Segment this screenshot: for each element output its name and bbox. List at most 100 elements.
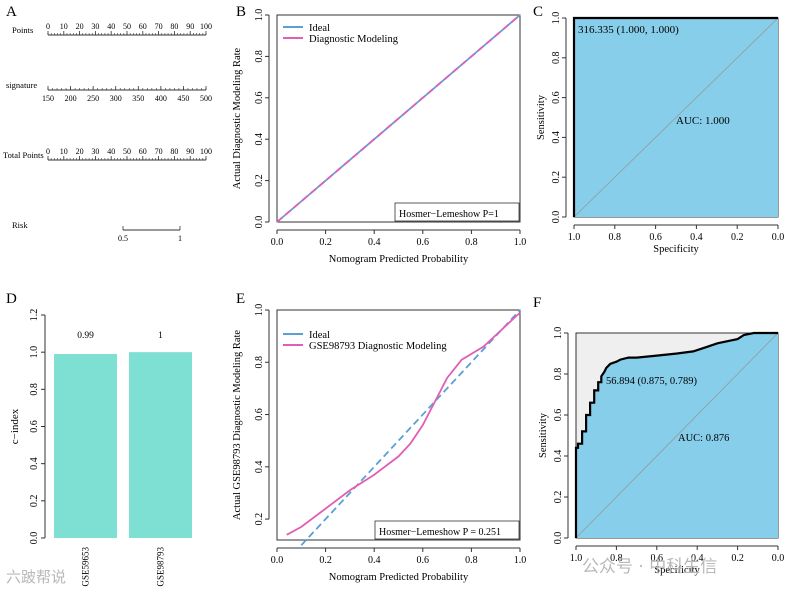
y-tick-label: 0.2	[254, 513, 265, 526]
x-tick-label: 0.8	[465, 237, 478, 248]
y-tick-label: 0.0	[551, 211, 562, 224]
y-tick-label: 0.6	[553, 409, 564, 422]
nomogram-tick-label: 70	[155, 22, 163, 31]
nomogram-tick-label: 200	[65, 94, 77, 103]
y-tick-label: 0.8	[551, 52, 562, 65]
x-tick-label: 0.0	[271, 555, 284, 566]
y-tick-label: 0.6	[551, 91, 562, 104]
y-tick-label: 1.0	[254, 304, 265, 317]
panel-letter-f: F	[533, 295, 541, 311]
nomogram-tick-label: 30	[91, 22, 99, 31]
roc-threshold-label: 56.894 (0.875, 0.789)	[606, 376, 697, 387]
nomogram-tick-label: 250	[87, 94, 99, 103]
panel-letter-b: B	[236, 4, 246, 20]
nomogram-tick-label: 300	[110, 94, 122, 103]
panel-letter-c: C	[533, 4, 543, 20]
x-tick-label: 0.6	[417, 237, 430, 248]
y-axis-title: Actual Diagnostic Modeling Rate	[232, 47, 243, 189]
nomogram-tick-label: 20	[76, 22, 84, 31]
nomogram-tick-label: 60	[139, 22, 147, 31]
nomogram-tick-label: 350	[132, 94, 144, 103]
bar-gse59653	[54, 354, 117, 538]
x-tick-label: 0.6	[649, 232, 662, 243]
y-tick-label: 0.6	[29, 420, 40, 433]
legend-label: GSE98793 Diagnostic Modeling	[309, 341, 447, 352]
x-tick-label: 0.6	[417, 555, 430, 566]
nomogram-tick-label: 80	[170, 22, 178, 31]
series-line-diagnostic-modeling	[276, 14, 521, 223]
x-tick-label: 0.0	[271, 237, 284, 248]
y-tick-label: 1.0	[553, 327, 564, 340]
y-tick-label: 0.2	[254, 174, 265, 187]
nomogram-row-label: Points	[12, 25, 33, 35]
nomogram-row-label: Risk	[12, 220, 28, 230]
x-tick-label: 1.0	[514, 555, 527, 566]
panel-letter-d: D	[6, 291, 17, 307]
y-tick-label: 0.0	[29, 532, 40, 545]
nomogram-tick-label: 100	[200, 22, 212, 31]
x-tick-label: 0.8	[465, 555, 478, 566]
nomogram-tick-label: 0	[46, 147, 50, 156]
x-tick-label: 0.8	[610, 553, 623, 564]
y-tick-label: 0.2	[29, 495, 40, 508]
nomogram-tick-label: 1	[178, 234, 182, 243]
x-tick-label: 0.4	[368, 555, 381, 566]
series-line-ideal	[300, 309, 521, 546]
plot-frame	[276, 309, 521, 541]
x-tick-label: 0.4	[368, 237, 381, 248]
legend-label: Diagnostic Modeling	[309, 34, 399, 45]
x-category-label: GSE59653	[81, 547, 91, 587]
legend-label: Ideal	[309, 23, 330, 34]
x-tick-label: 0.2	[731, 553, 744, 564]
nomogram-tick-label: 150	[42, 94, 54, 103]
x-axis-title: Specificity	[654, 565, 700, 576]
y-tick-label: 0.4	[553, 450, 564, 463]
panel-d-cindex-bars: 0.99 GSE59653 1 GSE98793 0.0 0.2 0.4 0.6 0.8 1.0 1…	[9, 309, 192, 587]
nomogram-row-label: Total Points	[3, 150, 44, 160]
roc-curve	[572, 16, 778, 217]
watermark-right: 公众号 · 中科生信	[582, 557, 718, 577]
nomogram-tick-label: 40	[107, 22, 115, 31]
nomogram-tick-label: 30	[91, 147, 99, 156]
panel-b-calibration: 0.0 0.2 0.4 0.6 0.8 1.0 0.0 0.2 0.4 0.6 0.8 1.0 Nomo…	[232, 9, 526, 265]
x-tick-label: 1.0	[570, 553, 583, 564]
panel-e-calibration: 0.0 0.2 0.4 0.6 0.8 1.0 0.2 0.4 0.6 0.8 1.0 Nomogra…	[232, 304, 526, 583]
x-tick-label: 0.6	[651, 553, 664, 564]
bar-gse98793	[129, 352, 192, 538]
y-tick-label: 0.4	[551, 131, 562, 144]
annotation-box	[394, 202, 520, 222]
panel-a-nomogram: Points 0 10 20 30 40 50 60 70 80 90 100signature150…	[3, 22, 212, 243]
y-axis-title: c−index	[9, 408, 21, 444]
y-tick-label: 0.8	[553, 368, 564, 381]
roc-auc-label: AUC: 1.000	[676, 115, 730, 127]
nomogram-tick-label: 50	[123, 147, 131, 156]
nomogram-tick-label: 20	[76, 147, 84, 156]
y-tick-label: 0.0	[254, 216, 265, 229]
y-tick-label: 0.6	[254, 408, 265, 421]
y-axis-title: Sensitivity	[536, 94, 547, 140]
watermark-left: 六跛帮说	[6, 568, 67, 586]
y-axis-title: Actual GSE98793 Diagnostic Modeling Rate	[232, 330, 243, 520]
roc-diagonal	[573, 17, 779, 218]
x-category-label: GSE98793	[156, 547, 166, 587]
x-tick-label: 0.4	[691, 553, 704, 564]
series-line-gse98793-diagnostic-modeling	[286, 311, 521, 536]
x-axis-title: Nomogram Predicted Probability	[329, 572, 469, 583]
nomogram-tick-label: 70	[155, 147, 163, 156]
x-axis-title: Nomogram Predicted Probability	[329, 254, 469, 265]
nomogram-tick-label: 100	[200, 147, 212, 156]
roc-threshold-label: 316.335 (1.000, 1.000)	[578, 24, 679, 36]
x-tick-label: 0.4	[690, 232, 703, 243]
nomogram-tick-label: 0.5	[118, 234, 128, 243]
y-tick-label: 0.8	[29, 383, 40, 396]
nomogram-tick-label: 10	[60, 22, 68, 31]
y-tick-label: 1.0	[29, 346, 40, 359]
roc-diagonal	[575, 332, 779, 539]
legend-label: Ideal	[309, 330, 330, 341]
nomogram-tick-label: 10	[60, 147, 68, 156]
hosmer-lemeshow-label: Hosmer−Lemeshow P = 0.251	[379, 527, 501, 538]
x-tick-label: 0.0	[772, 553, 785, 564]
y-tick-label: 0.8	[254, 356, 265, 369]
nomogram-tick-label: 400	[155, 94, 167, 103]
